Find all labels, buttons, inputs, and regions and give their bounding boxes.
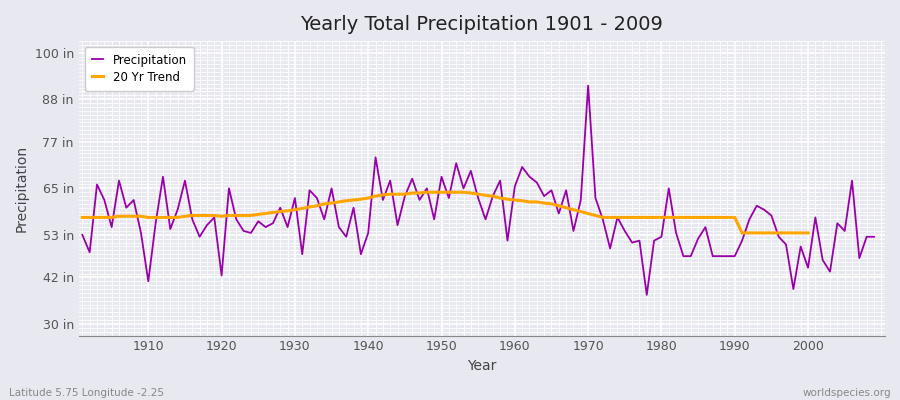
Precipitation bbox=[582, 83, 593, 88]
Legend: Precipitation, 20 Yr Trend: Precipitation, 20 Yr Trend bbox=[85, 47, 194, 91]
20 Yr Trend bbox=[780, 230, 791, 235]
Precipitation bbox=[136, 230, 147, 235]
Precipitation bbox=[502, 238, 513, 243]
20 Yr Trend bbox=[421, 190, 432, 195]
Text: worldspecies.org: worldspecies.org bbox=[803, 388, 891, 398]
Text: Latitude 5.75 Longitude -2.25: Latitude 5.75 Longitude -2.25 bbox=[9, 388, 164, 398]
20 Yr Trend bbox=[216, 214, 227, 219]
20 Yr Trend bbox=[517, 198, 527, 203]
Precipitation bbox=[509, 184, 520, 189]
Precipitation bbox=[341, 234, 352, 239]
X-axis label: Year: Year bbox=[467, 359, 497, 373]
Line: 20 Yr Trend: 20 Yr Trend bbox=[82, 192, 808, 233]
Precipitation bbox=[76, 232, 87, 237]
Line: Precipitation: Precipitation bbox=[82, 86, 874, 295]
20 Yr Trend bbox=[458, 190, 469, 195]
Precipitation bbox=[297, 252, 308, 257]
20 Yr Trend bbox=[246, 213, 256, 218]
Y-axis label: Precipitation: Precipitation bbox=[15, 145, 29, 232]
20 Yr Trend bbox=[803, 230, 814, 235]
Title: Yearly Total Precipitation 1901 - 2009: Yearly Total Precipitation 1901 - 2009 bbox=[301, 15, 663, 34]
Precipitation bbox=[642, 292, 652, 297]
Precipitation bbox=[605, 246, 616, 251]
20 Yr Trend bbox=[737, 230, 748, 235]
Precipitation bbox=[868, 234, 879, 239]
20 Yr Trend bbox=[76, 215, 87, 220]
20 Yr Trend bbox=[759, 230, 769, 235]
